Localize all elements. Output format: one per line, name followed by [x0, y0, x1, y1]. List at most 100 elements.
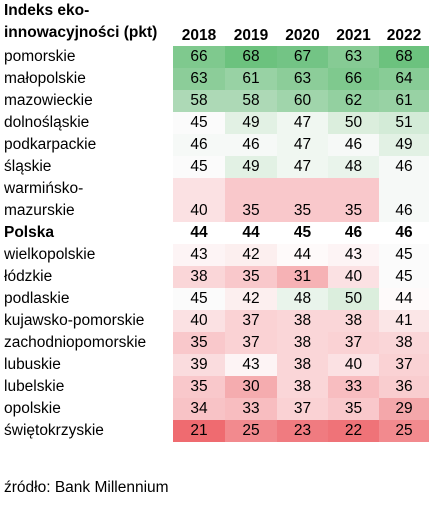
table-row: wielkopolskie 43 42 44 43 45	[0, 244, 429, 266]
value-cell: 25	[379, 420, 429, 442]
value-cell: 49	[225, 156, 277, 178]
value-cell: 35	[328, 398, 379, 420]
region-label-line: małopolskie	[4, 70, 86, 87]
region-label: mazowieckie	[0, 90, 173, 112]
source-note: źródło: Bank Millennium	[4, 479, 169, 496]
value-cell: 42	[225, 288, 277, 310]
value-cell: 37	[328, 332, 379, 354]
value-cell: 44	[173, 222, 225, 244]
year-header-2022: 2022	[386, 27, 422, 44]
region-label-line: śląskie	[4, 158, 52, 175]
region-label: warmińsko-mazurskie	[0, 178, 173, 222]
table-row: pomorskie 66 68 67 63 68	[0, 46, 429, 68]
value-cell: 44	[379, 288, 429, 310]
value-cell: 35	[225, 266, 277, 288]
value-cell: 62	[328, 90, 379, 112]
value-cell: 41	[379, 310, 429, 332]
table-row: zachodniopomorskie 35 37 38 37 38	[0, 332, 429, 354]
value-cell: 38	[379, 332, 429, 354]
table-row: mazowieckie 58 58 60 62 61	[0, 90, 429, 112]
region-label: dolnośląskie	[0, 112, 173, 134]
value-cell: 47	[277, 134, 328, 156]
value-cell: 40	[173, 310, 225, 332]
table-row: warmińsko-mazurskie 40 35 35 35 46	[0, 178, 429, 222]
table-row: dolnośląskie 45 49 47 50 51	[0, 112, 429, 134]
year-header-2019: 2019	[233, 27, 269, 44]
value-cell: 46	[379, 156, 429, 178]
value-cell: 63	[173, 68, 225, 90]
value-cell: 35	[173, 332, 225, 354]
table-row: opolskie 34 33 37 35 29	[0, 398, 429, 420]
region-label: podlaskie	[0, 288, 173, 310]
value-cell: 43	[173, 244, 225, 266]
value-cell: 49	[379, 134, 429, 156]
value-cell: 38	[277, 310, 328, 332]
value-cell: 35	[277, 178, 328, 222]
value-cell: 36	[379, 376, 429, 398]
table-row: lubelskie 35 30 38 33 36	[0, 376, 429, 398]
value-cell: 38	[277, 354, 328, 376]
value-cell: 44	[277, 244, 328, 266]
value-cell: 67	[277, 46, 328, 68]
header-row: Indeks eko- innowacyjności (pkt) 2018 20…	[0, 0, 429, 46]
region-label-line: lubelskie	[4, 378, 65, 395]
year-header-2018: 2018	[181, 27, 217, 44]
value-cell: 40	[328, 266, 379, 288]
value-cell: 60	[277, 90, 328, 112]
region-label-line: łódzkie	[4, 268, 53, 285]
value-cell: 46	[173, 134, 225, 156]
value-cell: 46	[379, 222, 429, 244]
value-cell: 45	[173, 112, 225, 134]
table-title: Indeks eko- innowacyjności (pkt)	[0, 0, 173, 46]
region-label-line: lubuskie	[4, 356, 61, 373]
region-label: świętokrzyskie	[0, 420, 173, 442]
region-label-line: świętokrzyskie	[4, 422, 104, 439]
table-row: łódzkie 38 35 31 40 45	[0, 266, 429, 288]
value-cell: 63	[277, 68, 328, 90]
value-cell: 45	[379, 266, 429, 288]
value-cell: 58	[225, 90, 277, 112]
value-cell: 23	[277, 420, 328, 442]
value-cell: 51	[379, 112, 429, 134]
value-cell: 50	[328, 112, 379, 134]
value-cell: 35	[328, 178, 379, 222]
table-body: pomorskie 66 68 67 63 68 małopolskie 63 61 63 66 64…	[0, 46, 429, 442]
value-cell: 45	[173, 156, 225, 178]
value-cell: 63	[328, 46, 379, 68]
value-cell: 49	[225, 112, 277, 134]
value-cell: 47	[277, 156, 328, 178]
region-label: Polska	[0, 222, 173, 244]
value-cell: 34	[173, 398, 225, 420]
region-label: śląskie	[0, 156, 173, 178]
region-label: łódzkie	[0, 266, 173, 288]
region-label-line: pomorskie	[4, 48, 76, 65]
value-cell: 37	[379, 354, 429, 376]
year-header-2021: 2021	[336, 27, 371, 44]
region-label-line: podlaskie	[4, 290, 70, 307]
value-cell: 29	[379, 398, 429, 420]
value-cell: 68	[225, 46, 277, 68]
region-label-line: opolskie	[4, 400, 61, 417]
region-label: opolskie	[0, 398, 173, 420]
value-cell: 45	[379, 244, 429, 266]
value-cell: 47	[277, 112, 328, 134]
title-line-2: innowacyjności (pkt)	[4, 24, 158, 41]
value-cell: 61	[379, 90, 429, 112]
region-label: lubelskie	[0, 376, 173, 398]
value-cell: 64	[379, 68, 429, 90]
region-label-line: mazowieckie	[4, 92, 93, 109]
value-cell: 30	[225, 376, 277, 398]
table-row: świętokrzyskie 21 25 23 22 25	[0, 420, 429, 442]
region-label: małopolskie	[0, 68, 173, 90]
value-cell: 45	[277, 222, 328, 244]
value-cell: 35	[225, 178, 277, 222]
region-label-line: wielkopolskie	[4, 246, 96, 263]
value-cell: 46	[379, 178, 429, 222]
value-cell: 45	[173, 288, 225, 310]
value-cell: 25	[225, 420, 277, 442]
value-cell: 50	[328, 288, 379, 310]
value-cell: 35	[173, 376, 225, 398]
value-cell: 31	[277, 266, 328, 288]
value-cell: 58	[173, 90, 225, 112]
